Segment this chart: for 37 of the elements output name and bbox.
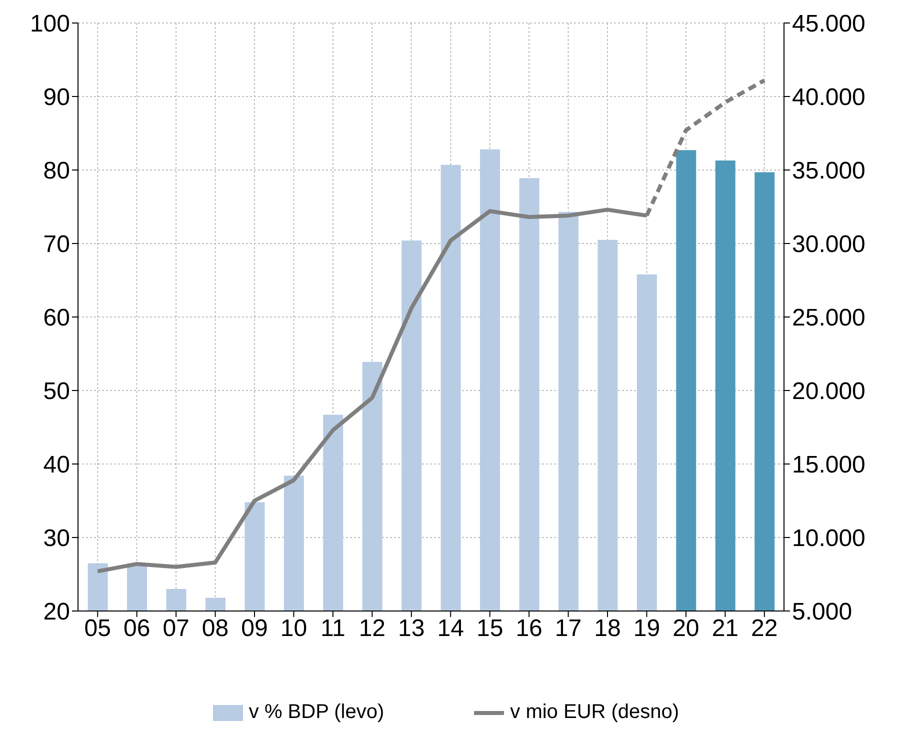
x-tick-label: 07 [162,615,190,642]
y-tick-label: 90 [43,84,70,112]
x-tick-label: 05 [84,615,111,642]
x-tick-label: 06 [123,615,150,642]
y2-tick-label: 25.000 [792,304,866,332]
x-tick-label: 17 [554,615,582,642]
x-tick-label: 14 [437,615,464,642]
x-tick-label: 16 [516,615,542,642]
x-tick-label: 20 [672,615,700,642]
y-tick-label: 60 [43,304,70,332]
y2-tick-label: 35.000 [792,158,866,185]
x-tick-label: 18 [594,615,621,642]
x-tick-label: 08 [202,615,229,642]
x-tick-label: 09 [241,615,268,642]
y2-tick-label: 15.000 [792,452,866,479]
y-tick-label: 80 [43,158,70,185]
y-tick-label: 50 [43,378,70,406]
y2-tick-label: 45.000 [792,10,866,38]
y2-tick-label: 40.000 [792,84,866,112]
y2-tick-label: 30.000 [792,231,866,258]
y2-tick-label: 5.000 [792,598,852,626]
y2-tick-label: 10.000 [792,525,866,552]
y-tick-label: 40 [43,452,70,479]
x-tick-label: 19 [633,615,660,642]
x-tick-label: 22 [751,615,778,642]
y-tick-label: 30 [43,525,70,552]
legend-label: v % BDP (levo) [248,701,384,724]
y2-tick-label: 20.000 [792,378,866,406]
x-tick-label: 12 [358,615,386,642]
x-tick-label: 15 [476,615,504,642]
x-tick-label: 13 [398,615,425,642]
x-tick-label: 21 [712,615,739,642]
y-tick-label: 70 [43,231,70,258]
legend-label: v mio EUR (desno) [510,701,680,724]
x-tick-label: 11 [320,615,346,642]
x-tick-label: 10 [280,615,308,642]
y-tick-label: 100 [30,10,70,38]
